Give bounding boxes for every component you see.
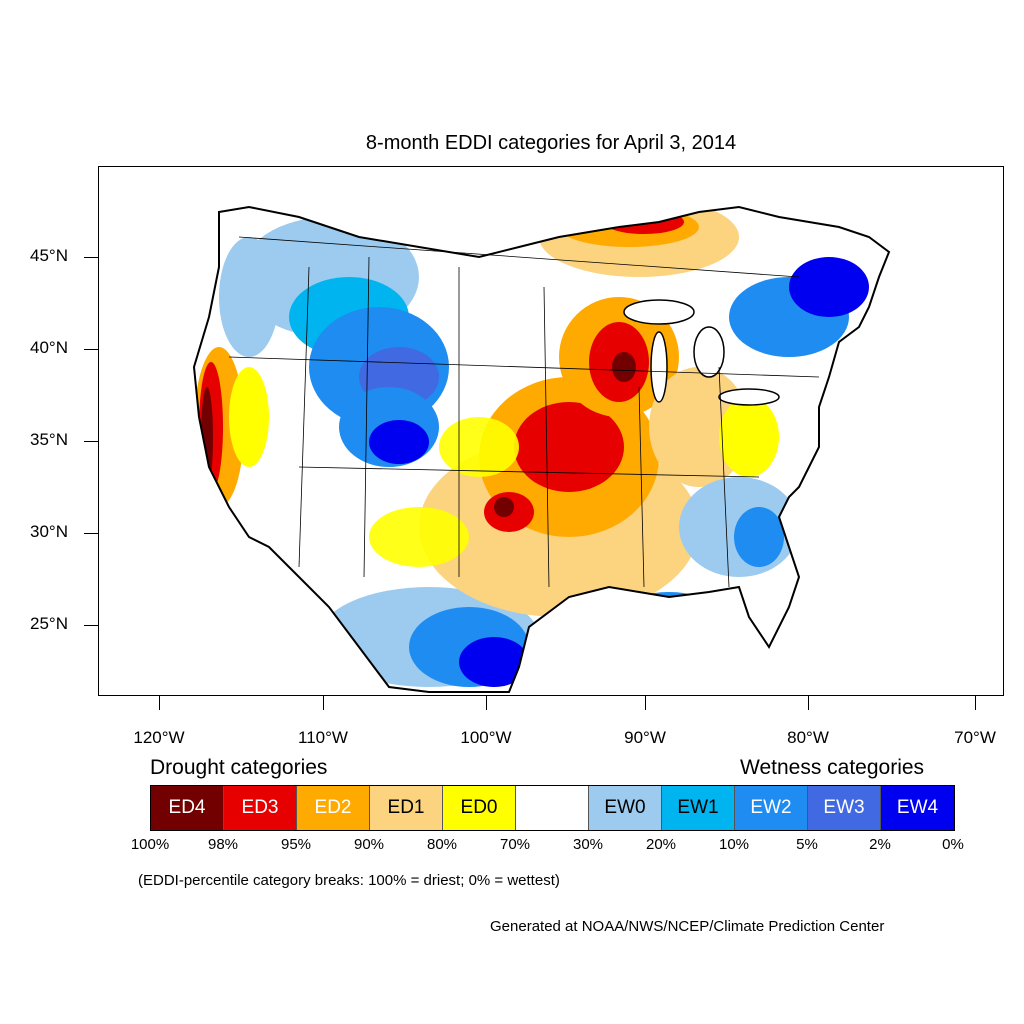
drought-heading: Drought categories [150, 756, 328, 779]
legend-box-ew2: EW2 [735, 786, 808, 830]
lat-label-25: 25°N [30, 614, 68, 633]
break-label: 70% [499, 836, 531, 853]
lon-label-110: 110°W [298, 728, 348, 747]
lon-tick [975, 696, 976, 710]
break-label: 90% [353, 836, 385, 853]
legend-box-ew4: EW4 [881, 786, 954, 830]
legend-box-ew0: EW0 [589, 786, 662, 830]
wetness-heading: Wetness categories [740, 756, 925, 779]
lon-label-70: 70°W [954, 728, 996, 747]
legend-box-ed1: ED1 [370, 786, 443, 830]
legend-box-ew1: EW1 [662, 786, 735, 830]
break-label: 0% [942, 836, 964, 853]
legend-box-neutral [516, 786, 589, 830]
break-label: 10% [718, 836, 750, 853]
legend-box-ed0: ED0 [443, 786, 516, 830]
lat-tick [84, 441, 98, 442]
lat-tick [84, 257, 98, 258]
legend-box-ew3: EW3 [808, 786, 881, 830]
lon-tick [323, 696, 324, 710]
break-label: 30% [572, 836, 604, 853]
lon-tick [159, 696, 160, 710]
break-label: 100% [130, 836, 170, 853]
lon-label-80: 80°W [787, 728, 829, 747]
eddi-map-svg [192, 205, 891, 693]
break-label: 80% [426, 836, 458, 853]
lat-label-35: 35°N [30, 430, 68, 449]
lat-label-40: 40°N [30, 338, 68, 357]
eddi-map [98, 166, 1004, 696]
lon-label-90: 90°W [624, 728, 666, 747]
break-label: 2% [869, 836, 891, 853]
lon-tick [645, 696, 646, 710]
category-note: (EDDI-percentile category breaks: 100% =… [138, 872, 560, 889]
map-title: 8-month EDDI categories for April 3, 201… [365, 132, 737, 154]
lat-label-45: 45°N [30, 246, 68, 265]
category-legend: ED4 ED3 ED2 ED1 ED0 EW0 EW1 EW2 EW3 EW4 [150, 785, 955, 831]
break-label: 98% [207, 836, 239, 853]
legend-box-ed4: ED4 [151, 786, 224, 830]
lon-label-100: 100°W [460, 728, 512, 747]
lat-label-30: 30°N [30, 522, 68, 541]
lon-tick [486, 696, 487, 710]
lat-tick [84, 625, 98, 626]
lon-label-120: 120°W [133, 728, 185, 747]
break-label: 5% [796, 836, 818, 853]
break-label: 95% [280, 836, 312, 853]
credit-text: Generated at NOAA/NWS/NCEP/Climate Predi… [490, 918, 885, 935]
legend-box-ed2: ED2 [297, 786, 370, 830]
lat-tick [84, 533, 98, 534]
break-label: 20% [645, 836, 677, 853]
lat-tick [84, 349, 98, 350]
lon-tick [808, 696, 809, 710]
legend-box-ed3: ED3 [224, 786, 297, 830]
